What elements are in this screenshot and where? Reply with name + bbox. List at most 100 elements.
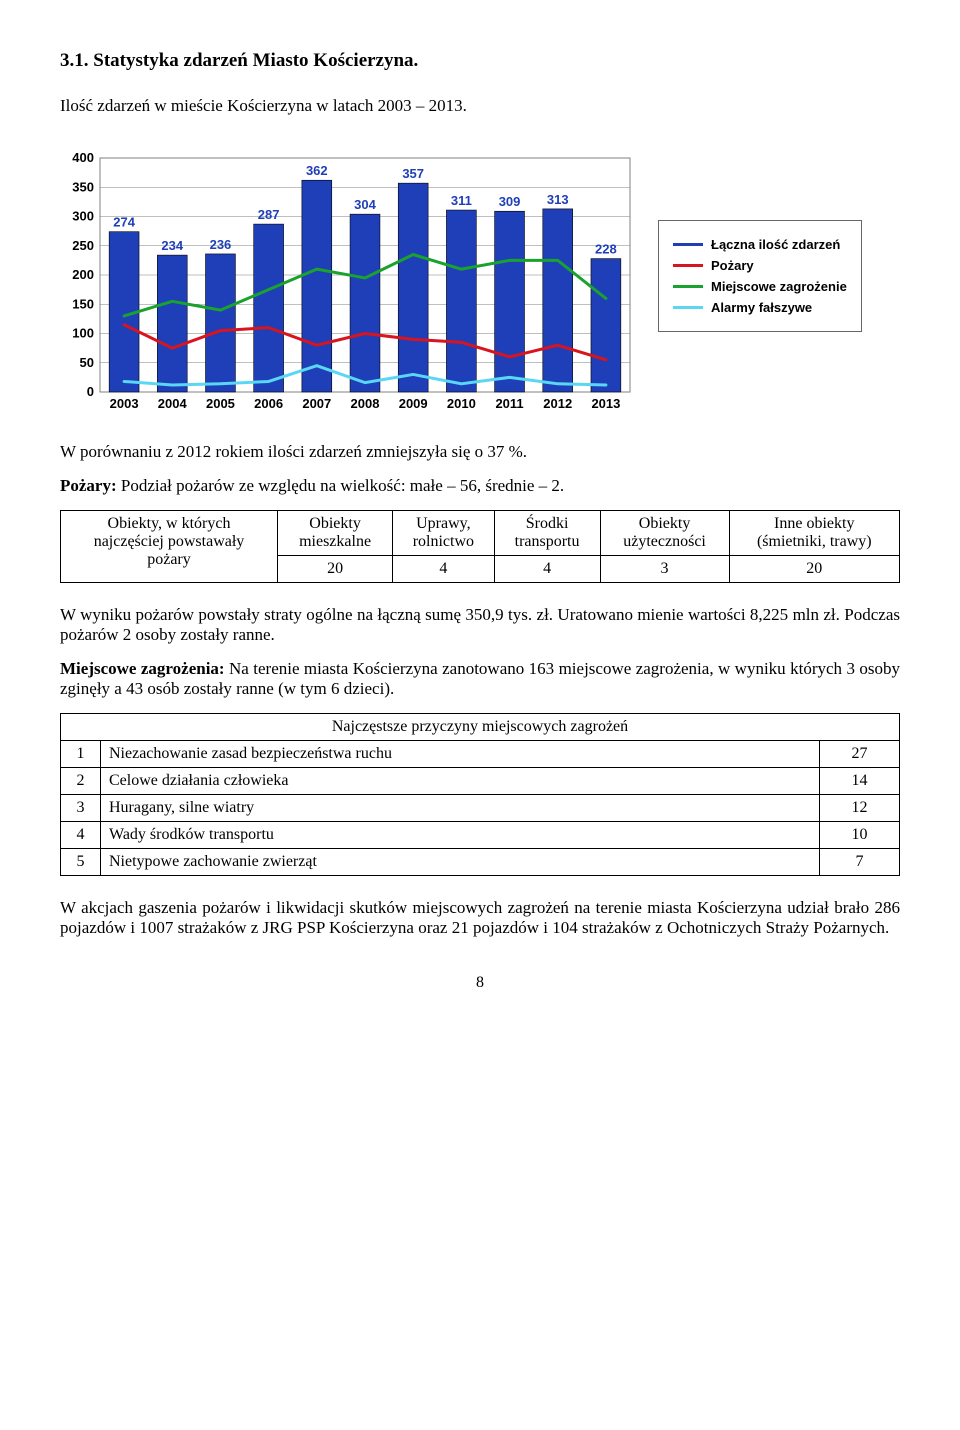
table-row: 3Huragany, silne wiatry12 xyxy=(61,795,900,822)
svg-text:2007: 2007 xyxy=(302,396,331,411)
svg-text:2009: 2009 xyxy=(399,396,428,411)
t1-c4b: użyteczności xyxy=(623,533,706,550)
svg-text:287: 287 xyxy=(258,207,280,222)
svg-text:350: 350 xyxy=(72,179,94,194)
svg-text:2006: 2006 xyxy=(254,396,283,411)
t1-c0: Obiekty, w których najczęściej powstawał… xyxy=(61,511,278,583)
chart-block: 0501001502002503003504002742003234200423… xyxy=(60,136,900,416)
table-row: 1Niezachowanie zasad bezpieczeństwa ruch… xyxy=(61,741,900,768)
table-row: 5Nietypowe zachowanie zwierząt7 xyxy=(61,849,900,876)
t1-c5v: 20 xyxy=(729,556,899,583)
intro-text: Ilość zdarzeń w mieście Kościerzyna w la… xyxy=(60,96,900,116)
cause-value: 12 xyxy=(820,795,900,822)
t1-c3a: Środki xyxy=(526,515,569,532)
t1-c2h: Uprawy, rolnictwo xyxy=(393,511,494,556)
legend-swatch-false xyxy=(673,306,703,309)
t1-c1b: mieszkalne xyxy=(299,533,371,550)
svg-text:200: 200 xyxy=(72,267,94,282)
table-row: 2Celowe działania człowieka14 xyxy=(61,768,900,795)
fires-split-label: Pożary: xyxy=(60,476,117,495)
cause-value: 10 xyxy=(820,822,900,849)
legend-label-false: Alarmy fałszywe xyxy=(711,300,812,315)
svg-text:236: 236 xyxy=(210,237,232,252)
cause-num: 1 xyxy=(61,741,101,768)
t1-c4h: Obiekty użyteczności xyxy=(600,511,729,556)
legend-swatch-fires xyxy=(673,264,703,267)
actions-text: W akcjach gaszenia pożarów i likwidacji … xyxy=(60,898,900,938)
page-number: 8 xyxy=(60,974,900,992)
cause-label: Celowe działania człowieka xyxy=(101,768,820,795)
cause-label: Niezachowanie zasad bezpieczeństwa ruchu xyxy=(101,741,820,768)
cause-num: 5 xyxy=(61,849,101,876)
svg-text:150: 150 xyxy=(72,296,94,311)
legend-swatch-total xyxy=(673,243,703,246)
svg-text:2008: 2008 xyxy=(351,396,380,411)
svg-text:250: 250 xyxy=(72,238,94,253)
t1-c2v: 4 xyxy=(393,556,494,583)
legend-fires: Pożary xyxy=(673,258,847,273)
svg-text:2003: 2003 xyxy=(110,396,139,411)
t1-c5h: Inne obiekty (śmietniki, trawy) xyxy=(729,511,899,556)
t1-c4a: Obiekty xyxy=(639,515,691,532)
t1-c2a: Uprawy, xyxy=(416,515,471,532)
local-threats-text: Miejscowe zagrożenia: Na terenie miasta … xyxy=(60,659,900,699)
cause-num: 3 xyxy=(61,795,101,822)
t1-c5a: Inne obiekty xyxy=(774,515,854,532)
fires-split-rest: Podział pożarów ze względu na wielkość: … xyxy=(117,476,565,495)
t1-c1h: Obiekty mieszkalne xyxy=(277,511,392,556)
t1-c3h: Środki transportu xyxy=(494,511,600,556)
local-threats-label: Miejscowe zagrożenia: xyxy=(60,659,225,678)
svg-text:313: 313 xyxy=(547,192,569,207)
t1-c2b: rolnictwo xyxy=(413,533,474,550)
cause-num: 2 xyxy=(61,768,101,795)
svg-text:50: 50 xyxy=(80,355,94,370)
svg-text:100: 100 xyxy=(72,326,94,341)
t1-c0a: Obiekty, w których xyxy=(108,515,231,532)
cause-value: 7 xyxy=(820,849,900,876)
legend-label-local: Miejscowe zagrożenie xyxy=(711,279,847,294)
comparison-text: W porównaniu z 2012 rokiem ilości zdarze… xyxy=(60,442,900,462)
svg-text:300: 300 xyxy=(72,209,94,224)
cause-num: 4 xyxy=(61,822,101,849)
svg-text:2010: 2010 xyxy=(447,396,476,411)
svg-text:2005: 2005 xyxy=(206,396,235,411)
svg-text:0: 0 xyxy=(87,384,94,399)
legend-swatch-local xyxy=(673,285,703,288)
causes-title: Najczęstsze przyczyny miejscowych zagroż… xyxy=(61,714,900,741)
section-heading: 3.1. Statystyka zdarzeń Miasto Kościerzy… xyxy=(60,50,900,72)
chart-legend: Łączna ilość zdarzeń Pożary Miejscowe za… xyxy=(658,220,862,332)
legend-local: Miejscowe zagrożenie xyxy=(673,279,847,294)
t1-c3b: transportu xyxy=(515,533,580,550)
legend-false: Alarmy fałszywe xyxy=(673,300,847,315)
cause-value: 14 xyxy=(820,768,900,795)
fires-objects-table: Obiekty, w których najczęściej powstawał… xyxy=(60,510,900,583)
legend-label-fires: Pożary xyxy=(711,258,754,273)
legend-total: Łączna ilość zdarzeń xyxy=(673,237,847,252)
svg-text:2013: 2013 xyxy=(591,396,620,411)
t1-c0c: pożary xyxy=(147,551,191,568)
svg-text:304: 304 xyxy=(354,197,376,212)
svg-text:2012: 2012 xyxy=(543,396,572,411)
t1-c1a: Obiekty xyxy=(309,515,361,532)
t1-c3v: 4 xyxy=(494,556,600,583)
svg-text:274: 274 xyxy=(113,215,135,230)
t1-c0b: najczęściej powstawały xyxy=(94,533,245,550)
t1-c4v: 3 xyxy=(600,556,729,583)
cause-label: Wady środków transportu xyxy=(101,822,820,849)
cause-label: Huragany, silne wiatry xyxy=(101,795,820,822)
svg-text:311: 311 xyxy=(451,193,472,208)
fires-split: Pożary: Podział pożarów ze względu na wi… xyxy=(60,476,900,496)
table-row: 4Wady środków transportu10 xyxy=(61,822,900,849)
losses-text: W wyniku pożarów powstały straty ogólne … xyxy=(60,605,900,645)
t1-c5b: (śmietniki, trawy) xyxy=(757,533,872,550)
legend-label-total: Łączna ilość zdarzeń xyxy=(711,237,840,252)
svg-text:357: 357 xyxy=(402,166,424,181)
cause-value: 27 xyxy=(820,741,900,768)
cause-label: Nietypowe zachowanie zwierząt xyxy=(101,849,820,876)
svg-text:362: 362 xyxy=(306,163,328,178)
svg-text:228: 228 xyxy=(595,242,617,257)
svg-text:234: 234 xyxy=(161,238,183,253)
svg-text:309: 309 xyxy=(499,194,521,209)
incidents-chart: 0501001502002503003504002742003234200423… xyxy=(60,136,640,416)
svg-text:400: 400 xyxy=(72,150,94,165)
